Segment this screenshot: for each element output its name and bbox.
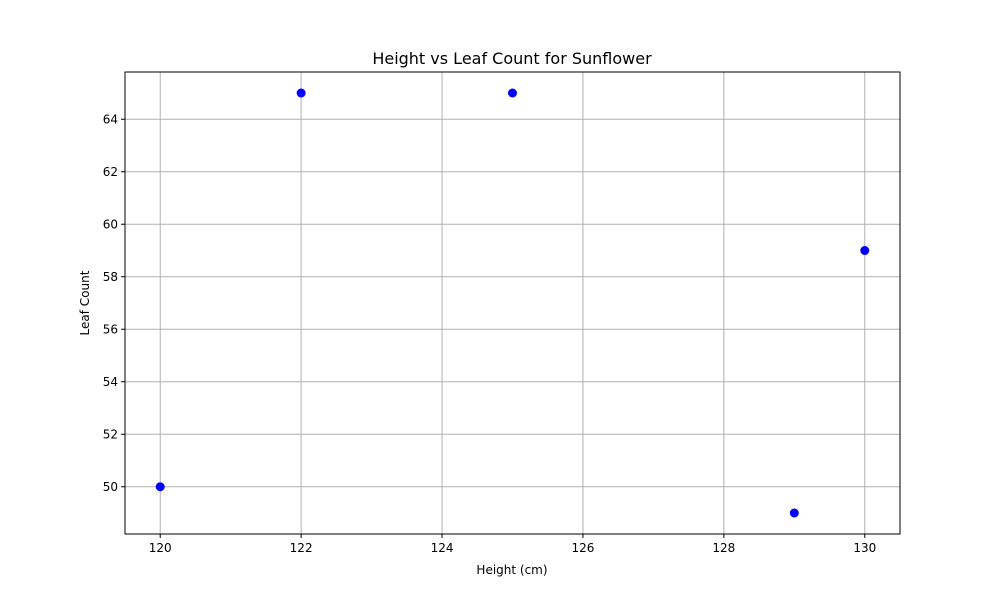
- scatter-point: [508, 88, 517, 98]
- x-tick-label: 124: [431, 541, 454, 555]
- scatter-point: [155, 482, 165, 492]
- scatter-point: [296, 88, 306, 98]
- y-tick-label: 60: [103, 217, 118, 231]
- x-tick-label: 130: [853, 541, 876, 555]
- x-axis-title: Height (cm): [476, 563, 547, 577]
- x-tick-label: 126: [572, 541, 595, 555]
- x-tick-label: 122: [290, 541, 313, 555]
- scatter-point: [789, 508, 799, 518]
- x-tick-label: 120: [149, 541, 172, 555]
- y-tick-label: 56: [103, 322, 118, 336]
- y-tick-label: 58: [103, 270, 118, 284]
- scatter-point: [860, 246, 870, 255]
- data-points: [155, 88, 870, 518]
- y-tick-label: 52: [103, 427, 118, 441]
- x-tick-label: 128: [712, 541, 735, 555]
- y-tick-label: 64: [103, 112, 118, 126]
- grid-lines: [125, 72, 900, 534]
- axis-ticks: 120 122 124 126 128 130 50 52 54 56 58 60 62 64: [103, 112, 877, 555]
- chart-title: Height vs Leaf Count for Sunflower: [372, 49, 652, 68]
- y-axis-title: Leaf Count: [78, 270, 92, 335]
- y-tick-label: 50: [103, 480, 118, 494]
- y-tick-label: 54: [103, 375, 118, 389]
- plot-area-frame: [124, 71, 901, 535]
- y-tick-label: 62: [103, 165, 118, 179]
